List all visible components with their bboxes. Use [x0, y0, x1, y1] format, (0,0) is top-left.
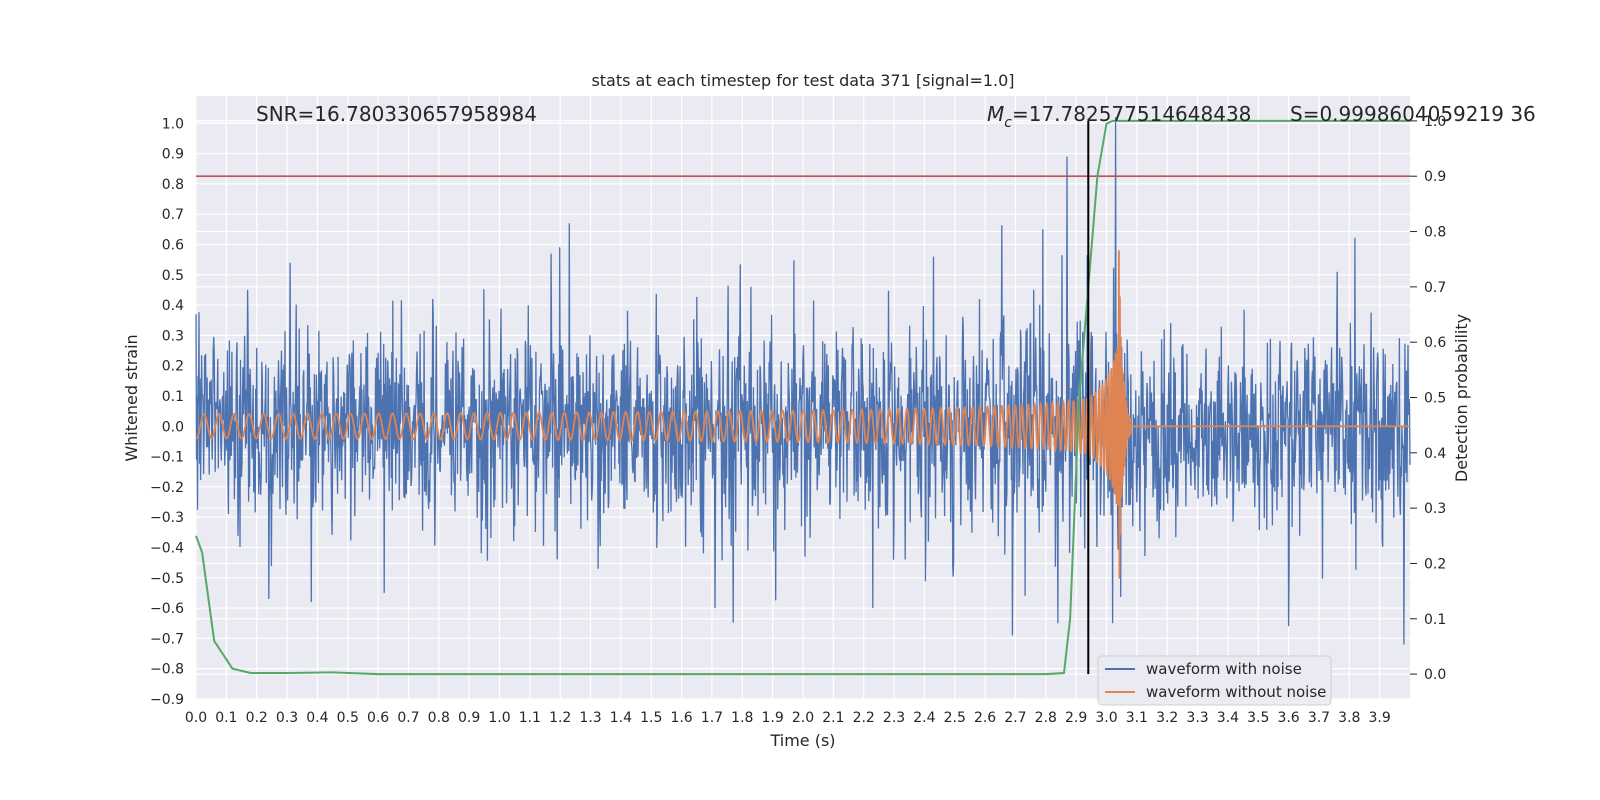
- y-axis-ticks: 1.0 0.9 0.8 0.7 0.6 0.5 0.4 0.3 0.2 0.1 0.0 −0.1 −0.…: [150, 116, 184, 708]
- y-tick-label: 0.5: [162, 268, 184, 284]
- legend-label-noise: waveform with noise: [1146, 660, 1302, 678]
- plot-series: [195, 117, 1411, 676]
- x-tick-label: 1.2: [549, 710, 571, 726]
- y-tick-label: −0.6: [150, 601, 184, 617]
- x-tick-label: 1.6: [670, 710, 692, 726]
- y2-tick-label: 0.6: [1424, 335, 1446, 351]
- x-tick-label: 1.0: [488, 710, 510, 726]
- y2-tick-label: 0.5: [1424, 391, 1446, 407]
- x-tick-label: 3.9: [1369, 710, 1391, 726]
- y-tick-label: 0.0: [162, 419, 184, 435]
- x-tick-label: 3.1: [1126, 710, 1148, 726]
- x-tick-label: 3.0: [1095, 710, 1117, 726]
- x-tick-label: 0.4: [306, 710, 328, 726]
- y2-tick-label: 0.0: [1424, 667, 1446, 683]
- y-tick-label: 0.9: [162, 147, 184, 163]
- score-annotation: S=0.9998604059219 36: [1290, 102, 1536, 126]
- y-tick-label: −0.5: [150, 571, 184, 587]
- x-tick-label: 2.5: [944, 710, 966, 726]
- y2-axis-label: Detection probability: [1452, 314, 1471, 482]
- series-waveform-without-noise: [195, 250, 1410, 579]
- chirp-mass-symbol: M: [987, 102, 1004, 126]
- x-tick-label: 1.7: [701, 710, 723, 726]
- x-tick-label: 2.9: [1065, 710, 1087, 726]
- x-tick-label: 1.5: [640, 710, 662, 726]
- x-tick-label: 2.4: [913, 710, 935, 726]
- y-tick-label: −0.3: [150, 510, 184, 526]
- y2-tick-label: 0.8: [1424, 225, 1446, 241]
- y-tick-label: 0.6: [162, 237, 184, 253]
- y-tick-label: 0.8: [162, 177, 184, 193]
- x-tick-label: 0.5: [337, 710, 359, 726]
- x-tick-label: 1.4: [610, 710, 632, 726]
- x-axis-label: Time (s): [769, 731, 835, 750]
- y-tick-label: −0.1: [150, 450, 184, 466]
- x-tick-label: 3.6: [1277, 710, 1299, 726]
- x-tick-label: 0.2: [246, 710, 268, 726]
- x-tick-label: 3.8: [1338, 710, 1360, 726]
- chirp-mass-value: =17.782577514648438: [1012, 102, 1251, 126]
- x-tick-label: 2.0: [792, 710, 814, 726]
- y-gridlines: [196, 122, 1410, 700]
- x-axis-ticks: 0.0 0.1 0.2 0.3 0.4 0.5 0.6 0.7 0.8 0.9 1.0 1.1 1.2 1…: [185, 710, 1391, 726]
- x-tick-label: 1.9: [762, 710, 784, 726]
- y-tick-label: 0.1: [162, 389, 184, 405]
- y2-tick-label: 0.9: [1424, 169, 1446, 185]
- chirp-mass-annotation: Mc=17.782577514648438: [987, 102, 1251, 131]
- y2-tick-label: 0.3: [1424, 501, 1446, 517]
- x-tick-label: 2.1: [822, 710, 844, 726]
- y-tick-label: −0.2: [150, 480, 184, 496]
- y2-tick-label: 0.2: [1424, 556, 1446, 572]
- x-tick-label: 0.0: [185, 710, 207, 726]
- x-tick-label: 1.3: [579, 710, 601, 726]
- x-tick-label: 0.8: [428, 710, 450, 726]
- x-tick-label: 3.3: [1186, 710, 1208, 726]
- x-tick-label: 2.8: [1035, 710, 1057, 726]
- y-tick-label: −0.9: [150, 692, 184, 708]
- y2-tick-label: 1.0: [1424, 114, 1446, 130]
- y-tick-label: 0.7: [162, 207, 184, 223]
- y-tick-label: 1.0: [162, 116, 184, 132]
- y2-tick-label: 0.1: [1424, 612, 1446, 628]
- x-tick-label: 2.6: [974, 710, 996, 726]
- x-tick-label: 0.3: [276, 710, 298, 726]
- y-tick-label: −0.8: [150, 662, 184, 678]
- series-waveform-with-noise: [195, 117, 1411, 645]
- y2-tick-label: 0.7: [1424, 280, 1446, 296]
- chirp-mass-subscript: c: [1004, 115, 1012, 131]
- x-tick-label: 3.4: [1217, 710, 1239, 726]
- x-tick-label: 3.2: [1156, 710, 1178, 726]
- x-tick-label: 2.3: [883, 710, 905, 726]
- y-tick-label: 0.4: [162, 298, 184, 314]
- x-tick-label: 0.7: [397, 710, 419, 726]
- y-tick-label: 0.2: [162, 359, 184, 375]
- x-tick-label: 2.7: [1004, 710, 1026, 726]
- chart-title: stats at each timestep for test data 371…: [591, 71, 1014, 90]
- legend-box: [1097, 655, 1332, 706]
- y-tick-label: −0.7: [150, 631, 184, 647]
- x-tick-label: 3.5: [1247, 710, 1269, 726]
- x-tick-label: 1.8: [731, 710, 753, 726]
- x-tick-label: 0.9: [458, 710, 480, 726]
- y-axis-label: Whitened strain: [122, 334, 141, 461]
- legend: waveform with noise waveform without noi…: [1097, 655, 1332, 706]
- y-tick-label: 0.3: [162, 328, 184, 344]
- x-tick-label: 3.7: [1308, 710, 1330, 726]
- y2-axis-ticks: 1.0 0.9 0.8 0.7 0.6 0.5 0.4 0.3 0.2 0.1 0.0: [1410, 114, 1446, 683]
- x-tick-label: 0.6: [367, 710, 389, 726]
- y-tick-label: −0.4: [150, 540, 184, 556]
- legend-label-clean: waveform without noise: [1146, 683, 1326, 701]
- x-tick-label: 2.2: [853, 710, 875, 726]
- series-detection-probability: [195, 119, 1410, 676]
- x-tick-label: 0.1: [215, 710, 237, 726]
- x-tick-label: 1.1: [519, 710, 541, 726]
- y2-tick-label: 0.4: [1424, 446, 1446, 462]
- snr-annotation: SNR=16.780330657958984: [256, 102, 537, 126]
